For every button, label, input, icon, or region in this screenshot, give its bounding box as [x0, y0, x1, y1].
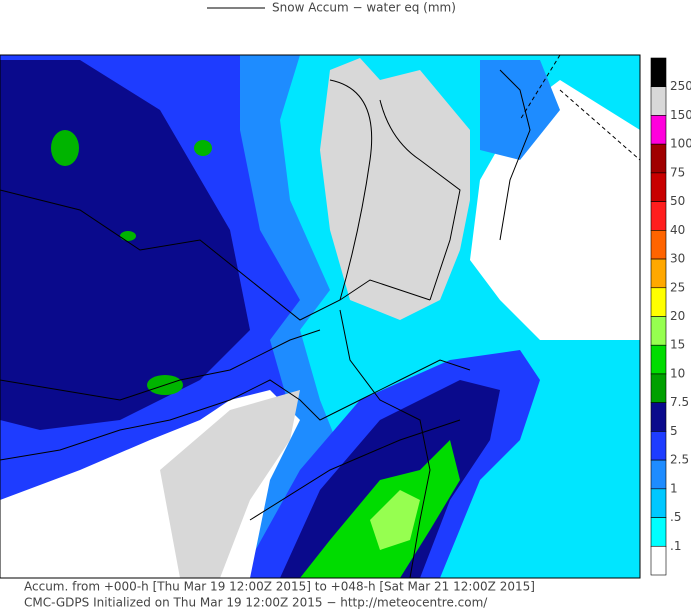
- colorbar-label: 25: [670, 280, 685, 294]
- colorbar-box: [650, 115, 667, 145]
- colorbar-label: 40: [670, 223, 685, 237]
- colorbar-box: [650, 517, 667, 547]
- colorbar-box: [650, 86, 667, 116]
- colorbar-label: 1: [670, 481, 678, 495]
- map-frame: [0, 54, 641, 579]
- colorbar-box: [650, 373, 667, 403]
- colorbar-label: 7.5: [670, 395, 689, 409]
- footer-line: Accum. from +000-h [Thu Mar 19 12:00Z 20…: [24, 580, 535, 594]
- colorbar-label: 250: [670, 79, 691, 93]
- legend-title: Snow Accum − water eq (mm): [272, 1, 456, 15]
- colorbar-box: [650, 459, 667, 490]
- colorbar-label: 30: [670, 252, 685, 266]
- colorbar-label: 150: [670, 108, 691, 122]
- colorbar-label: 50: [670, 194, 685, 208]
- field: [51, 130, 79, 166]
- colorbar-label: 2.5: [670, 453, 689, 467]
- colorbar-label: 20: [670, 309, 685, 323]
- colorbar-label: .5: [670, 510, 681, 524]
- colorbar-box: [650, 316, 667, 346]
- colorbar-box: [650, 287, 667, 317]
- colorbar-label: 5: [670, 424, 678, 438]
- colorbar-label: 75: [670, 165, 685, 179]
- colorbar-box: [650, 258, 667, 289]
- field: [370, 490, 420, 550]
- colorbar-box: [650, 488, 667, 518]
- colorbar-label: 10: [670, 366, 685, 380]
- colorbar: 250 150 100 75 50 40 30 25 20 15 10 7.5 5 2.5 1 .5 .1: [650, 57, 691, 576]
- colorbar-box: [650, 230, 667, 260]
- colorbar-box: [650, 172, 667, 202]
- colorbar-box: [650, 143, 667, 174]
- map: [0, 54, 641, 579]
- colorbar-box: [650, 57, 667, 88]
- colorbar-box: [650, 402, 667, 432]
- colorbar-label: 15: [670, 338, 685, 352]
- colorbar-box: [650, 431, 667, 461]
- colorbar-box: [650, 545, 667, 576]
- borders: [0, 69, 531, 578]
- field: [480, 60, 560, 160]
- colorbar-label: .1: [670, 539, 681, 553]
- dashed-border: [519, 55, 640, 161]
- footer-line: CMC-GDPS Initialized on Thu Mar 19 12:00…: [24, 596, 488, 610]
- land: [160, 390, 300, 578]
- field: [300, 440, 460, 578]
- colorbar-box: [650, 201, 667, 231]
- field: [120, 231, 136, 241]
- colorbar-box: [650, 344, 667, 375]
- field: [194, 140, 212, 156]
- colorbar-label: 100: [670, 137, 691, 151]
- land: [320, 58, 470, 320]
